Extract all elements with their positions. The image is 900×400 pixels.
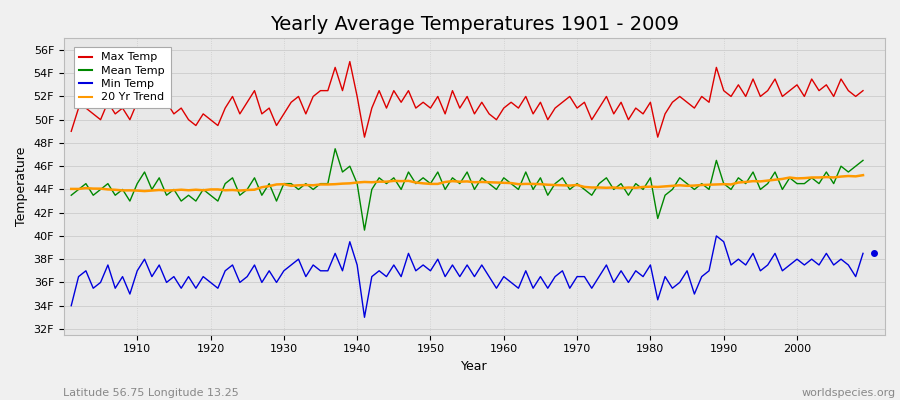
Text: Latitude 56.75 Longitude 13.25: Latitude 56.75 Longitude 13.25 <box>63 388 238 398</box>
Text: worldspecies.org: worldspecies.org <box>801 388 896 398</box>
Y-axis label: Temperature: Temperature <box>15 147 28 226</box>
X-axis label: Year: Year <box>461 360 488 373</box>
Legend: Max Temp, Mean Temp, Min Temp, 20 Yr Trend: Max Temp, Mean Temp, Min Temp, 20 Yr Tre… <box>74 47 170 108</box>
Title: Yearly Average Temperatures 1901 - 2009: Yearly Average Temperatures 1901 - 2009 <box>270 15 679 34</box>
